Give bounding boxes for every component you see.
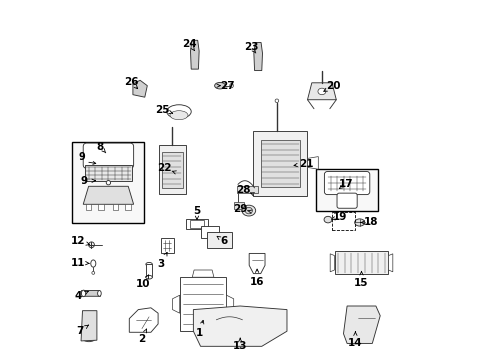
Bar (316, 169, 377, 211)
Text: 25: 25 (155, 105, 169, 115)
Polygon shape (206, 232, 231, 248)
Ellipse shape (91, 260, 96, 267)
Text: 26: 26 (123, 77, 138, 87)
Polygon shape (186, 219, 207, 229)
Polygon shape (193, 306, 286, 346)
Bar (331, 212, 354, 230)
Polygon shape (234, 202, 244, 209)
Polygon shape (81, 311, 97, 341)
Text: 28: 28 (236, 185, 250, 195)
Ellipse shape (275, 99, 278, 103)
Polygon shape (387, 254, 392, 272)
Text: 20: 20 (326, 81, 340, 91)
Polygon shape (260, 140, 300, 187)
Polygon shape (253, 131, 307, 196)
Text: 19: 19 (332, 212, 346, 222)
Ellipse shape (324, 216, 331, 223)
Ellipse shape (166, 105, 191, 118)
Polygon shape (190, 40, 199, 69)
Text: 9: 9 (81, 176, 88, 186)
Text: 5: 5 (193, 206, 200, 216)
Ellipse shape (145, 262, 152, 266)
Text: 23: 23 (243, 42, 258, 52)
Text: 24: 24 (182, 39, 197, 49)
Polygon shape (249, 253, 264, 274)
Ellipse shape (92, 271, 95, 274)
Text: 6: 6 (220, 236, 227, 246)
Text: 29: 29 (232, 204, 247, 214)
FancyBboxPatch shape (324, 171, 369, 194)
Text: 18: 18 (363, 217, 378, 228)
Polygon shape (226, 295, 233, 313)
Text: 14: 14 (347, 338, 362, 348)
Text: 22: 22 (157, 163, 171, 174)
Polygon shape (113, 204, 118, 210)
Ellipse shape (244, 207, 252, 214)
Polygon shape (343, 306, 380, 343)
Ellipse shape (170, 111, 187, 120)
Ellipse shape (145, 275, 152, 279)
Polygon shape (192, 270, 213, 277)
Polygon shape (237, 186, 258, 193)
Ellipse shape (88, 242, 94, 248)
Text: 12: 12 (71, 236, 85, 246)
Text: 21: 21 (299, 159, 313, 169)
Ellipse shape (242, 205, 255, 216)
Polygon shape (172, 295, 179, 313)
Polygon shape (145, 264, 152, 277)
Text: 16: 16 (249, 276, 264, 287)
Polygon shape (253, 42, 262, 71)
Bar (72, 142, 144, 223)
Ellipse shape (106, 180, 110, 185)
Text: 4: 4 (74, 291, 81, 301)
Polygon shape (334, 251, 387, 274)
Polygon shape (81, 291, 101, 296)
Polygon shape (307, 83, 336, 100)
Polygon shape (329, 254, 334, 272)
Text: 10: 10 (136, 279, 150, 289)
Text: 7: 7 (76, 326, 83, 336)
Text: 11: 11 (71, 258, 85, 268)
Ellipse shape (229, 84, 233, 88)
Polygon shape (179, 277, 226, 331)
Ellipse shape (317, 88, 325, 95)
Ellipse shape (81, 290, 85, 297)
Polygon shape (98, 204, 104, 210)
Ellipse shape (354, 219, 364, 226)
Text: 2: 2 (138, 334, 145, 344)
Text: 17: 17 (338, 179, 353, 189)
Polygon shape (162, 152, 182, 188)
Text: 13: 13 (232, 341, 247, 351)
Text: 15: 15 (353, 278, 368, 288)
FancyBboxPatch shape (336, 193, 356, 208)
Ellipse shape (98, 291, 101, 296)
Polygon shape (307, 157, 318, 169)
FancyBboxPatch shape (83, 143, 133, 168)
Text: 8: 8 (97, 142, 104, 152)
Polygon shape (125, 204, 131, 210)
Text: 9: 9 (79, 152, 85, 162)
Polygon shape (200, 226, 218, 238)
Text: 27: 27 (220, 81, 234, 91)
Polygon shape (189, 220, 204, 228)
Text: 1: 1 (196, 328, 203, 338)
Polygon shape (129, 308, 158, 332)
Polygon shape (133, 80, 147, 97)
Text: 3: 3 (157, 258, 164, 269)
Polygon shape (85, 166, 132, 181)
Ellipse shape (214, 82, 225, 89)
Polygon shape (160, 238, 173, 253)
Polygon shape (85, 204, 91, 210)
Polygon shape (83, 186, 133, 204)
Polygon shape (159, 145, 186, 194)
